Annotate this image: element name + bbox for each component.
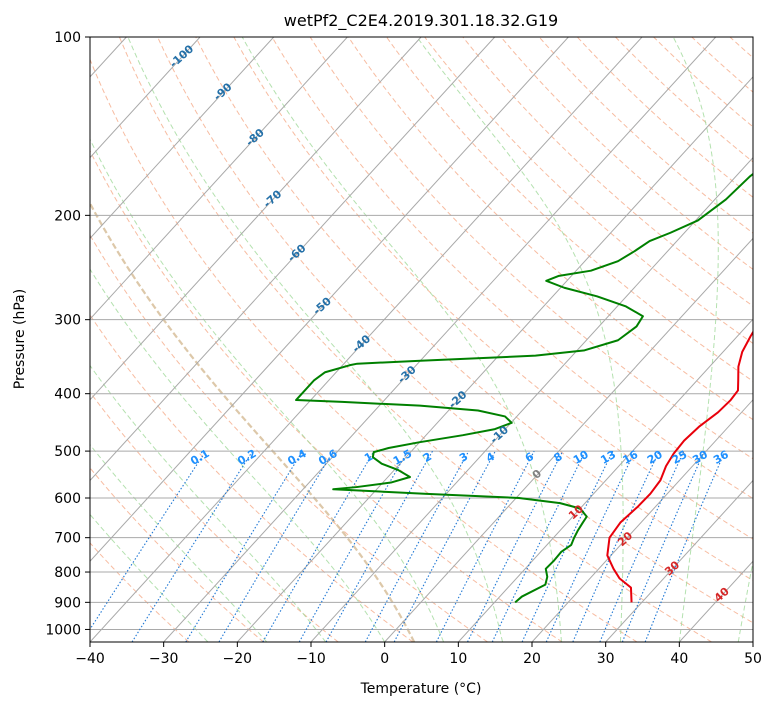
x-tick-label: 40 [670, 651, 688, 667]
y-tick-label: 100 [54, 30, 81, 46]
y-tick-label: 1000 [45, 622, 81, 638]
x-axis-label: Temperature (°C) [360, 681, 482, 697]
x-tick-label: −30 [149, 651, 179, 667]
x-tick-label: 50 [744, 651, 762, 667]
y-tick-label: 400 [54, 387, 81, 403]
y-tick-label: 500 [54, 444, 81, 460]
chart-title: wetPf2_C2E4.2019.301.18.32.G19 [284, 11, 558, 31]
y-tick-label: 700 [54, 531, 81, 547]
y-axis-label: Pressure (hPa) [12, 289, 28, 389]
x-tick-label: 10 [449, 651, 467, 667]
x-tick-label: 30 [597, 651, 615, 667]
y-tick-label: 900 [54, 595, 81, 611]
x-tick-label: 0 [380, 651, 389, 667]
y-tick-label: 600 [54, 491, 81, 507]
x-tick-label: 20 [523, 651, 541, 667]
x-tick-label: −10 [296, 651, 326, 667]
y-tick-label: 300 [54, 313, 81, 329]
y-tick-label: 200 [54, 208, 81, 224]
y-tick-label: 800 [54, 565, 81, 581]
x-tick-label: −20 [223, 651, 253, 667]
x-tick-label: −40 [75, 651, 105, 667]
